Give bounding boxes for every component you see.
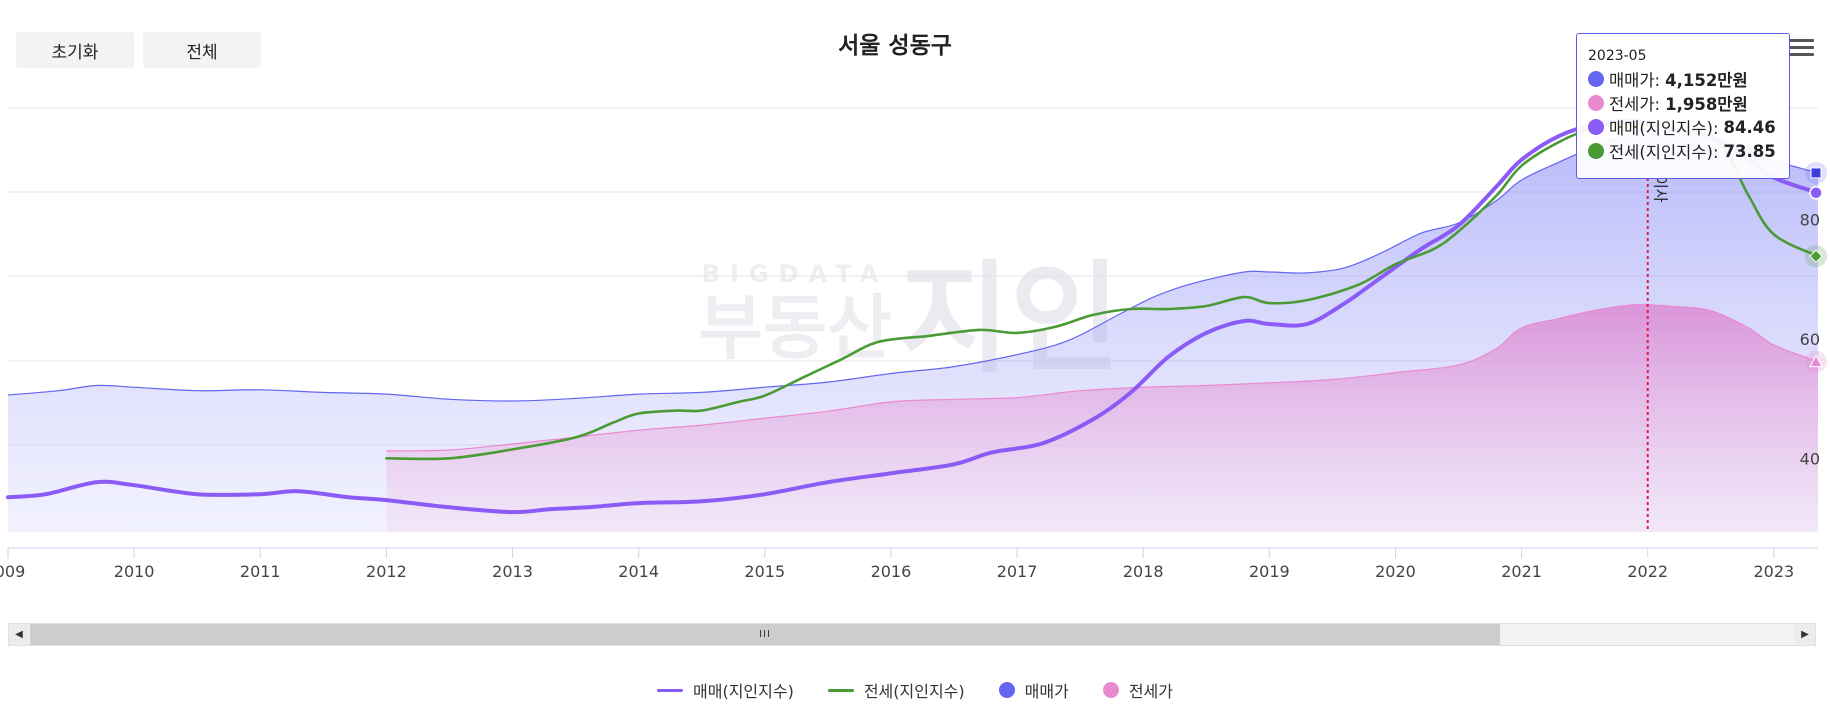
tooltip-row: 매매가: 4,152만원	[1588, 67, 1779, 91]
legend-item[interactable]: 전세가	[1102, 678, 1173, 702]
tooltip-value: 1,958만원	[1665, 95, 1748, 114]
x-tick-label: 2019	[1249, 562, 1290, 581]
sale-index-point[interactable]	[1809, 186, 1823, 200]
scroll-right-icon[interactable]: ▶	[1795, 624, 1815, 645]
x-tick-label: 2022	[1627, 562, 1668, 581]
tooltip-label: 전세(지인지수):	[1609, 143, 1719, 162]
tooltip-row: 전세가: 1,958만원	[1588, 91, 1779, 115]
legend-item[interactable]: 매매가	[998, 678, 1069, 702]
legend-label: 전세(지인지수)	[863, 682, 965, 701]
jeonse-price-edge[interactable]	[386, 303, 1819, 452]
x-tick-label: 2016	[871, 562, 912, 581]
legend-dot-icon	[998, 682, 1015, 698]
jeonse-price-area	[386, 304, 1818, 532]
sale-index-line[interactable]	[6, 118, 1820, 515]
legend-line-icon	[657, 688, 684, 692]
legend-item[interactable]: 전세(지인지수)	[827, 678, 965, 702]
jeonse-index-point[interactable]	[1809, 249, 1823, 263]
legend-item[interactable]: 매매(지인지수)	[657, 678, 794, 702]
tooltip-date: 2023-05	[1588, 48, 1647, 64]
tooltip-value: 73.85	[1723, 141, 1776, 161]
y-tick-label: 60	[1800, 330, 1820, 349]
x-tick-label: 2013	[492, 562, 533, 581]
sale-price-point[interactable]	[1810, 167, 1822, 179]
tooltip-value: 4,152만원	[1665, 71, 1748, 90]
x-tick-label: 2011	[240, 562, 281, 581]
menu-icon[interactable]	[1788, 36, 1814, 62]
reset-button[interactable]: 초기화	[16, 32, 134, 68]
legend-line-icon	[827, 688, 854, 692]
x-tick-label: 2018	[1123, 562, 1164, 581]
tooltip-dot-icon	[1588, 95, 1604, 111]
scroll-thumb[interactable]: III	[30, 624, 1500, 645]
x-tick-label: 009	[0, 562, 25, 581]
tooltip-dot-icon	[1588, 143, 1604, 159]
chart-tooltip: 2023-05 매매가: 4,152만원 전세가: 1,958만원 매매(지인지수): 8…	[1576, 33, 1790, 179]
legend-label: 매매(지인지수)	[693, 682, 794, 701]
chart-title: 서울 성동구	[838, 33, 952, 59]
tooltip-row: 매매(지인지수): 84.46	[1588, 115, 1779, 139]
move-marker-label: 이사	[1652, 175, 1670, 203]
x-tick-label: 2021	[1501, 562, 1542, 581]
x-tick-label: 2023	[1753, 562, 1794, 581]
tooltip-dot-icon	[1588, 119, 1604, 135]
watermark-main: 부동산	[698, 287, 891, 369]
all-range-button[interactable]: 전체	[143, 32, 261, 68]
x-tick-label: 2014	[618, 562, 659, 581]
tooltip-dot-icon	[1588, 71, 1604, 87]
watermark-top: BIGDATA	[702, 260, 889, 288]
tooltip-row: 전세(지인지수): 73.85	[1588, 139, 1779, 163]
tooltip-label: 전세가:	[1609, 95, 1661, 114]
legend-label: 전세가	[1128, 682, 1173, 701]
scroll-left-icon[interactable]: ◀	[9, 624, 29, 645]
tooltip-value: 84.46	[1723, 117, 1776, 137]
y-tick-label: 40	[1800, 449, 1820, 468]
tooltip-label: 매매가:	[1609, 71, 1661, 90]
jeonse-price-point[interactable]	[1809, 354, 1823, 368]
legend-label: 매매가	[1024, 682, 1069, 701]
legend-dot-icon	[1102, 682, 1119, 698]
chart-scrollbar[interactable]: ◀ III ▶	[8, 623, 1816, 646]
tooltip-label: 매매(지인지수):	[1609, 119, 1719, 138]
x-tick-label: 2010	[114, 562, 155, 581]
x-tick-label: 2015	[744, 562, 785, 581]
x-tick-label: 2017	[997, 562, 1038, 581]
chart-plot[interactable]: BIGDATA부동산지인이사00920102011201220132014201…	[0, 0, 1830, 600]
x-tick-label: 2012	[366, 562, 407, 581]
x-tick-label: 2020	[1375, 562, 1416, 581]
chart-legend: 매매(지인지수) 전세(지인지수) 매매가 전세가	[0, 678, 1830, 702]
y-tick-label: 80	[1800, 210, 1820, 229]
